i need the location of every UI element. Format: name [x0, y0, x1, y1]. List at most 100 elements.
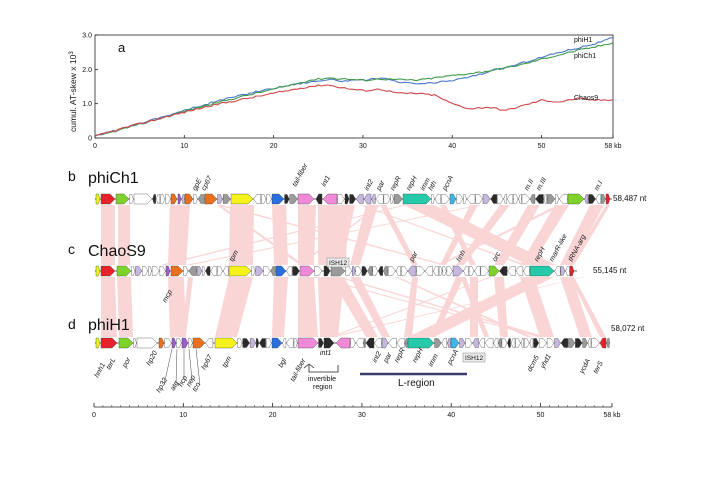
gene-arrow: [497, 194, 504, 204]
chart-frame: [94, 34, 614, 139]
gene-arrow: [441, 338, 448, 348]
gene-arrow: [465, 338, 473, 348]
gene-arrow: [165, 265, 171, 277]
genome-name: phiCh1: [88, 170, 139, 187]
synteny-ribbon: [329, 277, 493, 337]
genome-name: ChaoS9: [88, 243, 146, 260]
gene-arrow: [482, 194, 491, 204]
x-tick-label: 58 kb: [604, 143, 621, 150]
gene-arrow: [323, 337, 335, 349]
gene-arrow: [484, 338, 494, 348]
kb-tick-label: 50: [537, 412, 545, 419]
gene-arrow: [95, 193, 101, 205]
gene-arrow: [523, 266, 530, 276]
annotation-leader: [175, 348, 178, 385]
gene-arrow: [242, 338, 250, 348]
series-line-phih1: [94, 37, 614, 137]
x-tick-label: 40: [448, 143, 456, 150]
gene-arrow: [595, 194, 601, 204]
gene-arrow: [270, 266, 276, 276]
gene-arrow: [442, 266, 447, 276]
gene-arrow: [210, 266, 218, 276]
gene-annotation: pcnA: [441, 174, 455, 193]
kb-tick-label: 58 kb: [603, 412, 620, 419]
gene-arrow: [135, 266, 142, 276]
gene-arrow: [115, 193, 130, 205]
x-axis: 0 10 20 30 40 50 58 kb: [93, 135, 622, 150]
gene-arrow: [116, 265, 132, 277]
gene-arrow: [156, 194, 161, 204]
gene-arrow: [148, 266, 152, 276]
gene-arrow: [350, 338, 356, 348]
gene-arrow: [587, 338, 592, 348]
synteny-ribbon: [330, 205, 355, 265]
gene-arrow: [466, 194, 476, 204]
gene-arrow: [388, 266, 396, 276]
synteny-ribbon: [520, 277, 554, 337]
gene-arrow: [529, 265, 555, 277]
gene-arrow: [559, 194, 568, 204]
gene-annotation: ISH12: [465, 355, 483, 362]
gene-arrow: [404, 338, 408, 348]
gene-arrow: [533, 338, 539, 348]
gene-arrow: [266, 194, 272, 204]
invertible-label-line2: region: [313, 384, 333, 391]
at-skew-chart: 0 1.0 2.0 3.0 0 10 20 30 40 50 58 kb cumul. AT-sk…: [68, 33, 622, 151]
gene-arrow: [176, 338, 182, 348]
gene-annotation: int1: [321, 175, 333, 188]
gene-arrow: [588, 194, 596, 204]
synteny-ribbon: [168, 277, 186, 337]
gene-arrow: [253, 194, 261, 204]
gene-arrow: [286, 266, 293, 276]
gene-arrow: [297, 337, 319, 349]
gene-annotation: orc: [492, 251, 503, 263]
gene-arrow: [529, 338, 534, 348]
synteny-ribbon: [440, 205, 478, 265]
gene-arrow: [217, 266, 223, 276]
gene-arrow: [446, 266, 453, 276]
gene-arrow: [372, 266, 379, 276]
y-tick-label: 0: [88, 136, 92, 143]
gene-arrow: [381, 337, 389, 349]
gene-arrow: [118, 337, 134, 349]
gene-arrow: [202, 266, 206, 276]
gene-annotation: hcp: [178, 375, 190, 388]
gene-arrow: [133, 193, 153, 205]
series-label-chaos9: Chaos9: [574, 95, 598, 102]
gene-annotation: hth: [428, 180, 439, 192]
gene-arrow: [507, 194, 514, 204]
series-line-phich1: [94, 42, 614, 137]
gene-arrow: [363, 338, 366, 348]
synteny-ribbon: [313, 277, 544, 337]
gene-arrow: [441, 194, 450, 204]
invertible-label-line1: invertible: [308, 376, 336, 383]
gene-arrow: [228, 265, 252, 277]
gene-arrow: [271, 193, 285, 205]
gene-arrow: [223, 266, 229, 276]
gene-arrows: [95, 193, 611, 205]
gene-arrow: [251, 266, 256, 276]
gene-annotation: repR: [394, 347, 407, 364]
gene-arrow: [395, 266, 401, 276]
gene-arrow: [297, 193, 315, 205]
gene-arrow: [434, 194, 441, 204]
gene-arrow: [171, 337, 177, 349]
gene-arrow: [299, 265, 315, 277]
gene-arrow: [567, 193, 585, 205]
gene-arrow: [529, 194, 536, 204]
gene-arrow: [318, 338, 324, 348]
gene-arrow: [452, 265, 464, 277]
y-tick-label: 2.0: [82, 67, 92, 74]
gene-arrow: [480, 266, 489, 276]
x-tick-label: 20: [270, 143, 278, 150]
gene-arrow: [416, 266, 425, 276]
gene-arrow: [378, 266, 383, 276]
gene-arrow: [547, 194, 556, 204]
gene-arrow: [355, 266, 362, 276]
gene-arrow: [131, 266, 135, 276]
gene-annotation: dcm5: [527, 354, 541, 372]
gene-arrow: [344, 193, 350, 205]
invertible-region-marker: invertible region: [303, 363, 339, 391]
